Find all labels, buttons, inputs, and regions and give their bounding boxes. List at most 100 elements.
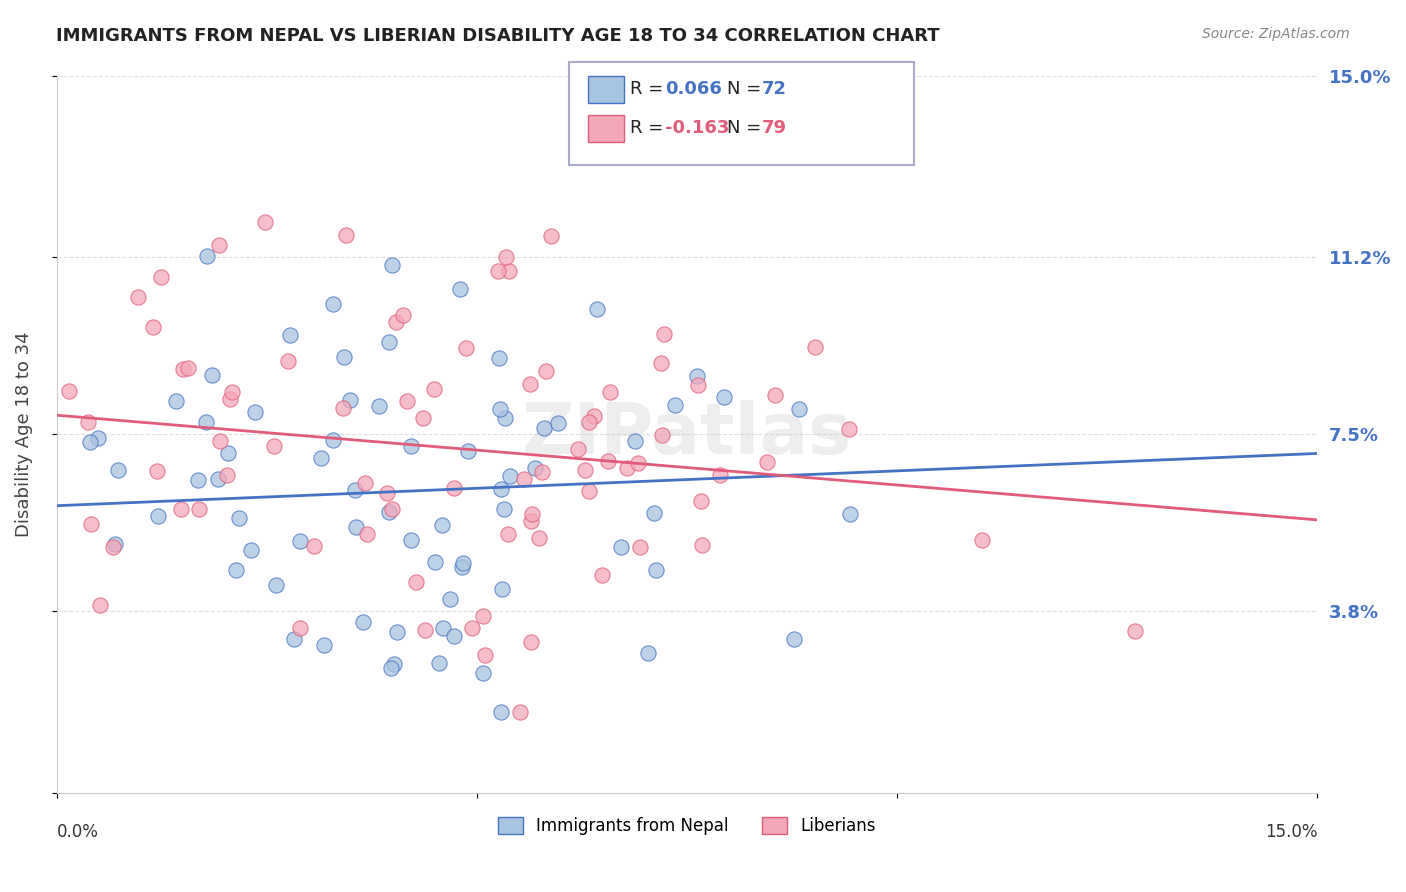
Point — [443, 629, 465, 643]
Point — [628, 540, 651, 554]
Point — [690, 494, 713, 508]
Point — [443, 481, 465, 495]
Point — [652, 327, 675, 342]
Point — [77, 415, 100, 429]
Point — [533, 421, 555, 435]
Point — [228, 511, 250, 525]
Point — [344, 483, 367, 497]
Point — [457, 444, 479, 458]
Point — [148, 508, 170, 523]
Text: R =: R = — [630, 120, 669, 137]
Point — [427, 656, 450, 670]
Point — [664, 397, 686, 411]
Point — [339, 392, 361, 407]
Legend: Immigrants from Nepal, Liberians: Immigrants from Nepal, Liberians — [491, 810, 883, 842]
Point — [461, 622, 484, 636]
Point — [495, 250, 517, 264]
Point — [405, 575, 427, 590]
Point — [489, 705, 512, 719]
Point — [127, 290, 149, 304]
Point — [787, 401, 810, 416]
Point — [412, 411, 434, 425]
Point — [375, 486, 398, 500]
Point — [283, 632, 305, 646]
Point — [838, 422, 860, 436]
Point — [209, 434, 232, 448]
Point — [385, 315, 408, 329]
Point — [354, 475, 377, 490]
Point — [520, 507, 543, 521]
Point — [221, 385, 243, 400]
Point — [432, 517, 454, 532]
Point — [567, 442, 589, 457]
Point — [177, 361, 200, 376]
Point — [170, 501, 193, 516]
Point — [763, 388, 786, 402]
Point — [165, 393, 187, 408]
Point — [399, 439, 422, 453]
Point — [280, 327, 302, 342]
Point — [432, 621, 454, 635]
Point — [534, 364, 557, 378]
Point — [713, 390, 735, 404]
Point — [396, 393, 419, 408]
Point — [103, 540, 125, 554]
Text: Source: ZipAtlas.com: Source: ZipAtlas.com — [1202, 27, 1350, 41]
Point — [142, 319, 165, 334]
Point — [217, 446, 239, 460]
Point — [519, 514, 541, 528]
Point — [188, 502, 211, 516]
Text: 79: 79 — [762, 120, 787, 137]
Point — [1123, 624, 1146, 639]
Text: IMMIGRANTS FROM NEPAL VS LIBERIAN DISABILITY AGE 18 TO 34 CORRELATION CHART: IMMIGRANTS FROM NEPAL VS LIBERIAN DISABI… — [56, 27, 939, 45]
Point — [107, 463, 129, 477]
Point — [472, 666, 495, 681]
Point — [624, 434, 647, 449]
Text: N =: N = — [727, 80, 766, 98]
Point — [344, 520, 367, 534]
Point — [451, 560, 474, 574]
Point — [499, 468, 522, 483]
Point — [245, 404, 267, 418]
Point — [491, 482, 513, 496]
Point — [456, 341, 478, 355]
Point — [399, 533, 422, 547]
Point — [195, 249, 218, 263]
Point — [352, 615, 374, 629]
Point — [839, 507, 862, 521]
Point — [356, 526, 378, 541]
Point — [531, 466, 554, 480]
Point — [302, 539, 325, 553]
Text: 15.0%: 15.0% — [1265, 823, 1317, 841]
Text: R =: R = — [630, 80, 669, 98]
Point — [378, 335, 401, 350]
Point — [972, 533, 994, 547]
Point — [263, 438, 285, 452]
Point — [599, 385, 621, 400]
Point — [491, 582, 513, 596]
Point — [225, 563, 247, 577]
Point — [172, 361, 194, 376]
Point — [578, 415, 600, 429]
Point — [413, 623, 436, 637]
Text: 0.0%: 0.0% — [56, 823, 98, 841]
Point — [488, 402, 510, 417]
Point — [471, 609, 494, 624]
Point — [574, 462, 596, 476]
Point — [524, 460, 547, 475]
Point — [586, 301, 609, 316]
Point — [494, 411, 516, 425]
Point — [146, 464, 169, 478]
Point — [201, 368, 224, 382]
Point — [804, 340, 827, 354]
Point — [392, 308, 415, 322]
Point — [239, 542, 262, 557]
Point — [519, 376, 541, 391]
Point — [89, 598, 111, 612]
Text: N =: N = — [727, 120, 766, 137]
Point — [439, 592, 461, 607]
Point — [488, 351, 510, 365]
Point — [290, 534, 312, 549]
Point — [207, 472, 229, 486]
Text: ZIPatlas: ZIPatlas — [522, 400, 852, 468]
